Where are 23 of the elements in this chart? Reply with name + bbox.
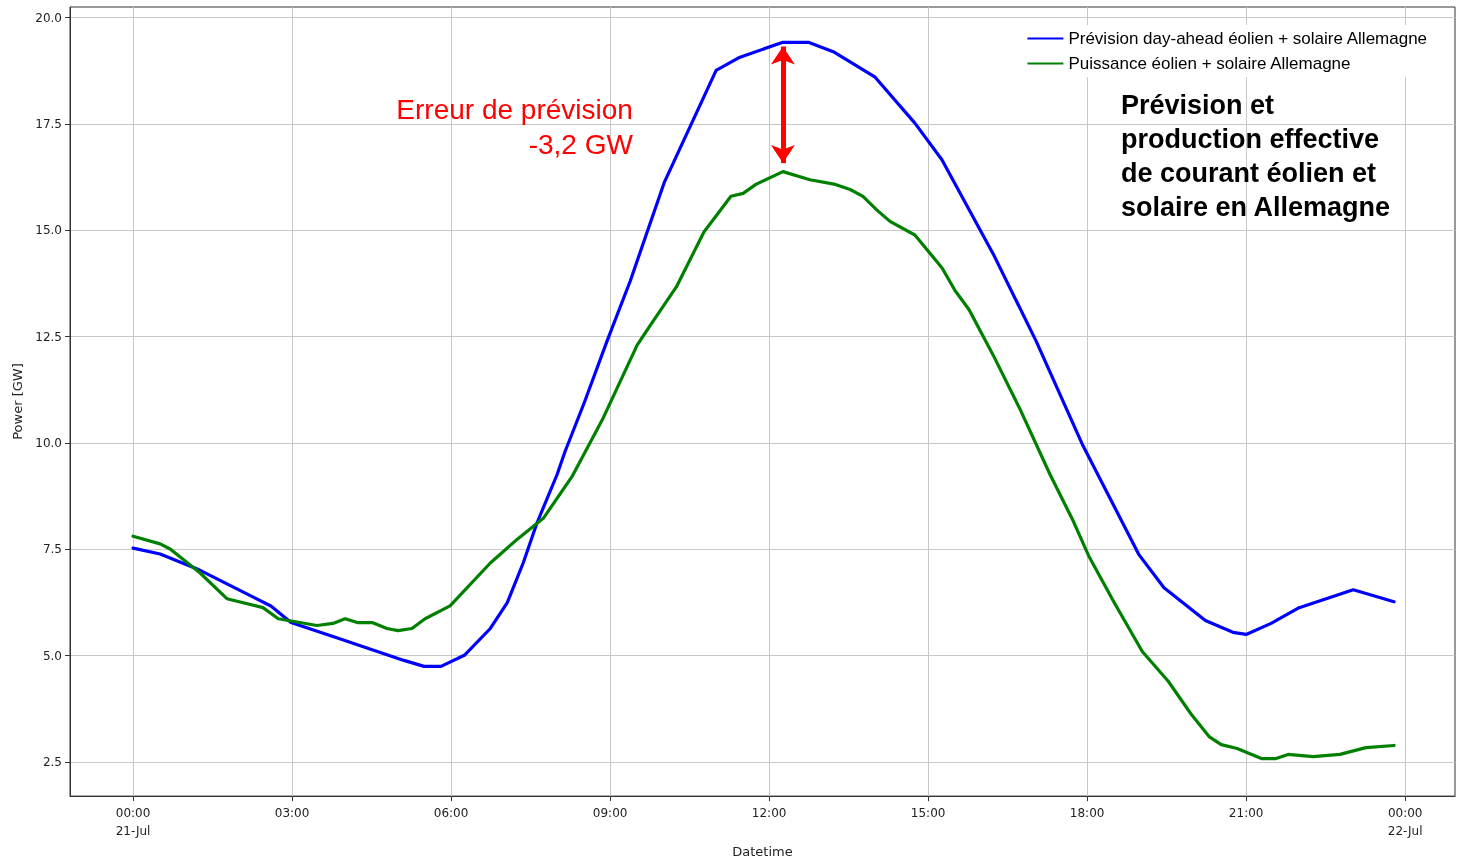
y-axis-title: Power [GW] bbox=[10, 363, 26, 440]
x-tick-label: 03:00 bbox=[274, 806, 310, 821]
y-tick-label: 15.0 bbox=[35, 223, 62, 238]
y-tick-label: 17.5 bbox=[35, 116, 62, 131]
text: Prévision et production effective de courant éolien et solaire en Allemagne bbox=[1121, 90, 1391, 222]
y-tick-label: 7.5 bbox=[42, 542, 62, 557]
x-tick-label: 15:00 bbox=[910, 806, 946, 821]
x-axis-title: Datetime bbox=[732, 844, 793, 859]
x-tick-label: 06:00 bbox=[433, 806, 469, 821]
y-tick-label: 10.0 bbox=[35, 436, 62, 451]
x-tick-label: 00:00 22-Jul bbox=[1387, 806, 1423, 839]
x-tick-label: 18:00 bbox=[1069, 806, 1105, 821]
legend-label: Prévision day-ahead éolien + solaire Allemagne bbox=[1068, 29, 1428, 48]
annotation: Erreur de prévision -3,2 GW bbox=[396, 94, 634, 161]
y-tick-label: 12.5 bbox=[35, 329, 62, 344]
legend-label: Puissance éolien + solaire Allemagne bbox=[1068, 54, 1351, 73]
x-tick-label: 09:00 bbox=[592, 806, 628, 821]
x-tick-label: 12:00 bbox=[751, 806, 787, 821]
y-tick-label: 2.5 bbox=[42, 755, 62, 770]
x-tick-label: 00:00 21-Jul bbox=[115, 806, 151, 839]
y-tick-label: 20.0 bbox=[35, 10, 62, 25]
x-tick-label: 21:00 bbox=[1228, 806, 1264, 821]
y-tick-label: 5.0 bbox=[42, 648, 62, 663]
